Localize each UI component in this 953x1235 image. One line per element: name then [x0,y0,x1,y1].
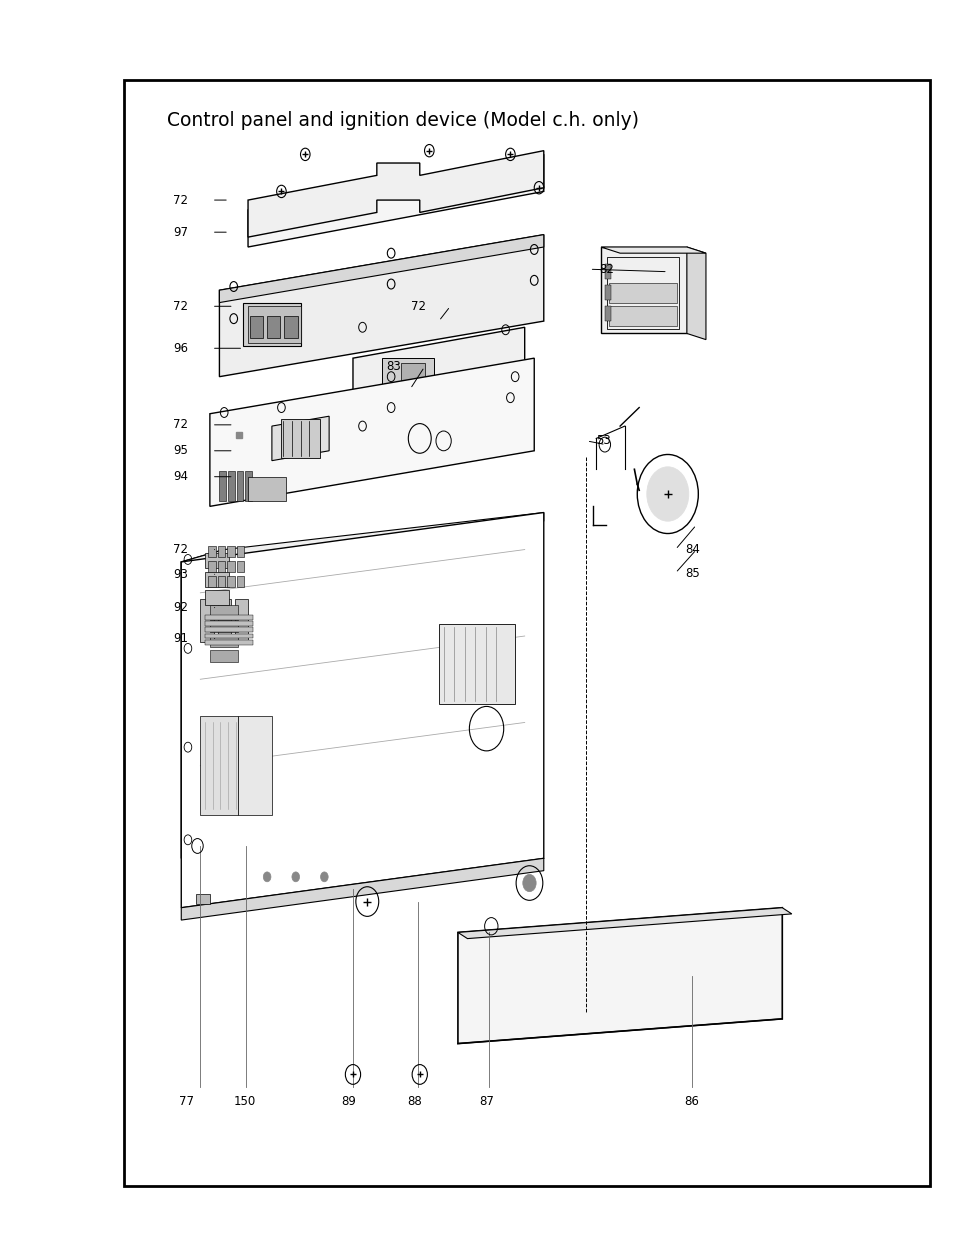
Bar [219,471,226,501]
Text: 72: 72 [172,419,188,431]
Polygon shape [457,908,781,1044]
Polygon shape [210,358,534,506]
Bar [210,650,238,662]
Bar [210,635,238,647]
Text: 150: 150 [233,1095,256,1108]
Bar [208,546,215,557]
Bar [205,590,229,605]
Text: 72: 72 [172,543,188,556]
Bar [217,576,225,587]
Polygon shape [248,151,543,237]
Polygon shape [219,235,543,377]
Polygon shape [272,416,329,461]
Polygon shape [600,247,705,253]
Bar [438,624,515,704]
Bar [210,620,238,632]
Bar [281,419,319,458]
Bar [217,599,231,642]
Bar [606,257,679,329]
Bar [245,471,252,501]
Text: 94: 94 [172,471,188,483]
Bar [208,561,215,572]
Text: 72: 72 [172,194,188,206]
Bar [124,80,929,1186]
Text: Control panel and ignition device (Model c.h. only): Control panel and ignition device (Model… [167,111,639,130]
Polygon shape [181,550,224,858]
Polygon shape [219,235,543,303]
Bar [208,576,215,587]
Bar [236,546,244,557]
Text: 93: 93 [172,568,188,580]
Circle shape [522,874,536,892]
Bar [217,546,225,557]
Bar [415,403,430,417]
Bar [381,358,434,401]
Text: 89: 89 [340,1095,355,1108]
Bar [250,316,263,338]
Bar [236,471,243,501]
Bar [200,599,213,642]
Bar [195,894,210,904]
Bar [284,316,297,338]
Polygon shape [248,154,543,247]
Text: 95: 95 [172,445,188,457]
Bar [236,561,244,572]
Bar [400,363,424,398]
Text: 53: 53 [596,435,610,447]
Bar [205,640,253,645]
Polygon shape [353,327,524,432]
Bar [205,634,253,638]
Bar [604,285,610,300]
Text: 72: 72 [411,300,426,312]
Text: 96: 96 [172,342,188,354]
Bar [205,621,253,626]
Text: 82: 82 [598,263,614,275]
Bar [248,306,300,343]
Bar [205,572,229,587]
Bar [227,576,234,587]
Circle shape [263,872,271,882]
Text: 88: 88 [407,1095,422,1108]
Bar [267,316,280,338]
Polygon shape [600,247,686,333]
Bar [200,716,238,815]
Bar [608,306,677,326]
Text: 72: 72 [172,300,188,312]
Bar [205,553,229,568]
Bar [217,561,225,572]
Polygon shape [181,513,543,908]
Polygon shape [457,908,791,939]
Circle shape [646,467,688,521]
Text: 91: 91 [172,632,188,645]
Bar [243,303,300,346]
Text: 84: 84 [684,543,700,556]
Bar [608,283,677,303]
Bar [376,403,392,417]
Bar [205,627,253,632]
Bar [604,264,610,279]
Text: 85: 85 [684,567,699,579]
Circle shape [320,872,328,882]
Text: 92: 92 [172,601,188,614]
Polygon shape [181,858,543,920]
Text: 87: 87 [478,1095,494,1108]
Polygon shape [181,513,543,571]
Bar [236,576,244,587]
Bar [234,599,248,642]
Text: 97: 97 [172,226,188,238]
Polygon shape [686,247,705,340]
Bar [228,471,234,501]
Bar [227,561,234,572]
Text: 83: 83 [386,361,400,373]
Bar [248,477,286,501]
Circle shape [292,872,299,882]
Bar [395,403,411,417]
Bar [210,605,238,618]
Bar [205,615,253,620]
Text: 86: 86 [683,1095,699,1108]
Bar [238,716,272,815]
Bar [227,546,234,557]
Text: 77: 77 [178,1095,193,1108]
Bar [604,306,610,321]
